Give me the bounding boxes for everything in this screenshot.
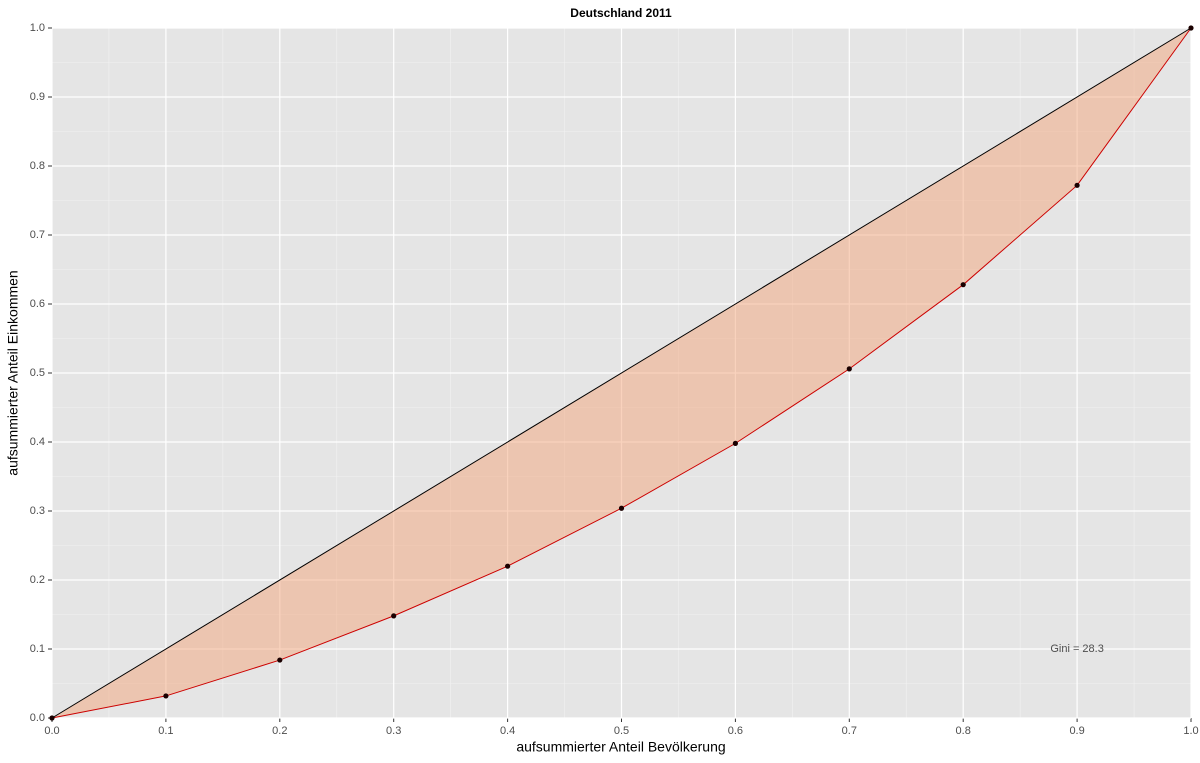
y-tick-label: 0.6 bbox=[30, 298, 45, 310]
x-tick-label: 0.7 bbox=[842, 725, 857, 737]
x-tick-label: 0.1 bbox=[158, 725, 173, 737]
x-tick-label: 0.6 bbox=[728, 725, 743, 737]
point bbox=[391, 613, 397, 619]
y-tick-label: 0.8 bbox=[30, 160, 45, 172]
point bbox=[846, 366, 852, 372]
y-tick-label: 0.4 bbox=[30, 436, 45, 448]
point bbox=[1188, 25, 1194, 31]
point bbox=[618, 505, 625, 511]
x-tick-label: 0.3 bbox=[386, 725, 401, 737]
x-tick-label: 0.9 bbox=[1069, 725, 1084, 737]
point bbox=[732, 440, 739, 446]
point bbox=[1074, 182, 1080, 188]
y-tick-label: 0.9 bbox=[30, 91, 45, 103]
y-tick-label: 0.5 bbox=[30, 367, 45, 379]
point bbox=[49, 715, 55, 721]
y-tick-label: 0.3 bbox=[30, 505, 45, 517]
x-tick-label: 0.0 bbox=[44, 725, 59, 737]
y-axis-title: aufsummierter Anteil Einkommen bbox=[5, 270, 21, 475]
y-tick-label: 0.0 bbox=[30, 712, 45, 724]
point bbox=[505, 563, 511, 569]
chart-title: Deutschland 2011 bbox=[570, 6, 672, 20]
x-tick-label: 0.8 bbox=[956, 725, 971, 737]
line bbox=[51, 27, 1192, 719]
annotation: Gini = 28.3 bbox=[1050, 643, 1104, 655]
x-tick-label: 0.2 bbox=[272, 725, 287, 737]
point bbox=[163, 693, 169, 699]
y-tick-label: 0.1 bbox=[30, 643, 45, 655]
point bbox=[960, 282, 966, 288]
x-tick-label: 1.0 bbox=[1183, 725, 1198, 737]
y-tick-label: 1.0 bbox=[30, 22, 45, 34]
point bbox=[277, 657, 283, 663]
y-tick-label: 0.2 bbox=[30, 574, 45, 586]
x-tick-label: 0.4 bbox=[500, 725, 515, 737]
y-tick-label: 0.7 bbox=[30, 229, 45, 241]
x-tick-label: 0.5 bbox=[614, 725, 629, 737]
x-axis-title: aufsummierter Anteil Bevölkerung bbox=[516, 739, 725, 755]
